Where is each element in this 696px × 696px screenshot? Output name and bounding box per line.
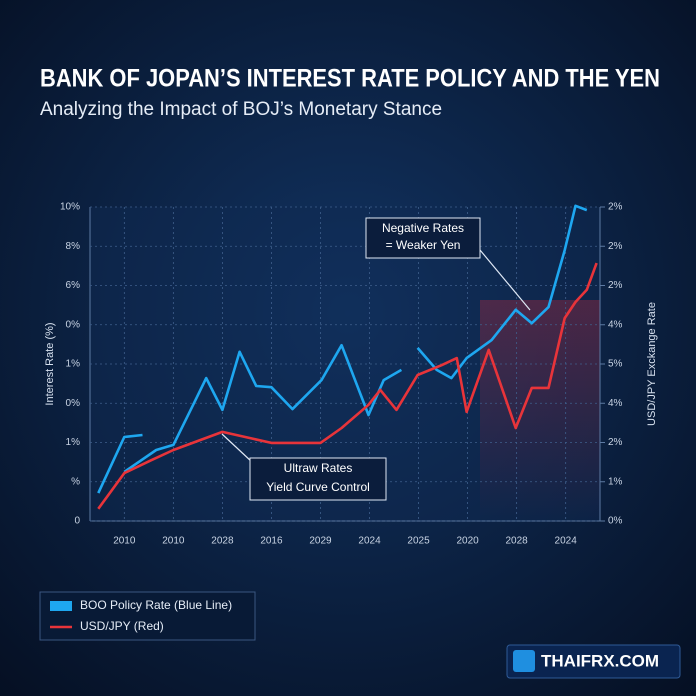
y-tick-label: 8% (66, 241, 81, 252)
x-tick-label: 2025 (407, 536, 430, 547)
y2-tick-label: 1% (608, 476, 623, 487)
logo-text: THAIFRX.COM (541, 651, 659, 670)
x-tick-label: 2029 (309, 536, 332, 547)
y-tick-label: % (71, 476, 80, 487)
x-tick-label: 2010 (162, 536, 185, 547)
annotation-box (365, 217, 481, 259)
legend-box (39, 591, 256, 641)
y2-tick-label: 5% (608, 359, 623, 370)
x-tick-label: 2016 (260, 536, 283, 547)
y-tick-label: 0% (66, 398, 81, 409)
annotation-arrow (479, 249, 531, 311)
y-tick-label: 10% (60, 202, 80, 213)
y2-tick-label: 2% (608, 202, 623, 213)
chart-title: BANK OF JOPAN’S INTEREST RATE POLICY AND… (40, 65, 660, 93)
annotation-arrow (221, 433, 253, 463)
annotation-text: Negative Rates (382, 221, 464, 235)
logo-icon (513, 650, 535, 672)
x-tick-label: 2024 (555, 536, 578, 547)
legend-label: BOO Policy Rate (Blue Line) (80, 598, 232, 612)
y2-tick-label: 4% (608, 319, 623, 330)
y-tick-label: 0 (74, 516, 80, 527)
annotation-box (249, 457, 387, 501)
y2-tick-label: 2% (608, 437, 623, 448)
series-line (97, 204, 588, 494)
y2-tick-label: 4% (608, 398, 623, 409)
x-tick-label: 2010 (113, 536, 136, 547)
y2-tick-label: 2% (608, 241, 623, 252)
logo-box (506, 644, 681, 679)
x-tick-label: 2028 (506, 536, 529, 547)
y-axis-title: Interest Rate (%) (44, 322, 56, 405)
x-tick-label: 2028 (211, 536, 234, 547)
annotation-text: = Weaker Yen (386, 238, 461, 252)
legend-label: USD/JPY (Red) (80, 619, 164, 633)
y2-tick-label: 2% (608, 280, 623, 291)
annotation-text: Ultraw Rates (284, 461, 353, 475)
y-tick-label: 1% (66, 359, 81, 370)
series-line (97, 262, 598, 510)
x-tick-label: 2024 (358, 536, 381, 547)
y2-tick-label: 0% (608, 516, 623, 527)
y-tick-label: 6% (66, 280, 81, 291)
annotation-text: Yield Curve Control (266, 480, 370, 494)
legend-swatch (50, 601, 72, 611)
x-tick-label: 2020 (456, 536, 479, 547)
chart-subtitle: Analyzing the Impact of BOJ’s Monetary S… (40, 99, 442, 120)
y-tick-label: 1% (66, 437, 81, 448)
glow (480, 300, 600, 521)
y2-axis-title: USD/JPY Exckange Rate (646, 302, 658, 426)
y-tick-label: 0% (66, 319, 81, 330)
